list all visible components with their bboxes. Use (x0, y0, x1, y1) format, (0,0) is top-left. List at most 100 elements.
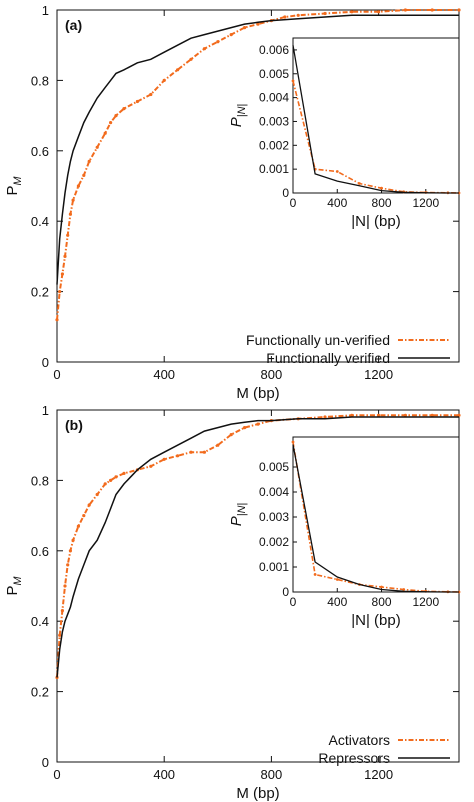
panel-1-label: (a) (65, 17, 82, 33)
panel-2-inset-series-1-point-3 (335, 578, 339, 581)
panel-1-series-1-point-20 (189, 57, 193, 61)
panel-2-inset-ytick-label-3: 0.002 (259, 535, 289, 549)
panel-1-xtick-label-1: 0 (53, 367, 60, 382)
panel-2-series-1-point-8 (76, 524, 80, 528)
panel-1-series-1-point-4 (63, 254, 67, 258)
panel-2-inset-xtick-label-4: 1200 (412, 595, 439, 609)
panel-1-series-1-point-3 (60, 272, 64, 276)
panel-1-legend-label-2: Functionally verified (266, 350, 390, 366)
panel-1-series-1-line (56, 9, 459, 320)
panel-2-ytick-label-1: 0 (42, 755, 49, 770)
panel-1-series-1-point-15 (122, 107, 126, 111)
panel-2-ytick-label-5: 0.8 (31, 473, 49, 488)
panel-1-inset-ytick-label-1: 0 (282, 186, 289, 200)
panel-1-xtick-label-3: 800 (261, 367, 283, 382)
panel-1-ytick-label-1: 0 (42, 355, 49, 370)
panel-2-inset-frame (292, 436, 460, 593)
panel-2-inset-series-1-point-6 (402, 588, 406, 591)
panel-1-series-2-line (56, 14, 459, 285)
panel-2-inset-ytick-label-1: 0 (282, 585, 289, 599)
panel-1-series-1-point-34 (457, 8, 461, 12)
panel-1-series-1-point-17 (149, 92, 153, 97)
panel-1-series-1-point-14 (114, 114, 118, 118)
panel-2-series-1-point-14 (114, 475, 118, 479)
panel-1-inset-xtick-label-4: 1200 (412, 196, 439, 210)
panel-2-series-1-point-30 (377, 413, 381, 417)
panel-1-series-1-point-33 (430, 8, 434, 12)
panel-1-ytick-label-2: 0.2 (31, 285, 49, 300)
panel-2-xtick-label-3: 800 (261, 767, 283, 782)
panel-2-ytick-label-2: 0.2 (31, 685, 49, 700)
panel-1-series-1-point-12 (103, 131, 107, 135)
panel-1-xtick-label-2: 400 (153, 367, 175, 382)
panel-1-series-1-point-5 (66, 233, 70, 237)
panel-2-ytick-label-3: 0.4 (31, 614, 49, 629)
panel-2-y-axis-label: PM (4, 576, 24, 595)
panel-2-xtick-label-1: 0 (53, 767, 60, 782)
panel-2-ytick-label-6: 1 (42, 403, 49, 418)
panel-2-inset: 0 400 800 1200 0 0.001 0.002 0.003 0.004 0.005 |N|… (228, 436, 461, 629)
panel-1-series-1-point-18 (162, 78, 166, 82)
panel-2-label: (b) (65, 417, 83, 433)
panel-1-series-1-point-31 (377, 10, 381, 14)
panel-2-inset-x-axis-label: |N| (bp) (351, 612, 400, 629)
panel-1-inset-ytick-label-5: 0.004 (259, 91, 289, 105)
panel-2-series-1-point-12 (103, 482, 107, 486)
panel-1-series-1-point-9 (82, 173, 86, 177)
panel-1-inset-ytick-label-6: 0.005 (259, 67, 289, 81)
panel-1-series-1-point-7 (71, 198, 75, 202)
panel-2-legend-label-1: Activators (329, 732, 390, 748)
panel-1-ytick-label-3: 0.4 (31, 214, 49, 229)
panel-2-ytick-label-4: 0.6 (31, 544, 49, 559)
panel-1-y-axis-label: PM (4, 176, 24, 195)
panel-1-inset-xtick-label-1: 0 (290, 196, 297, 210)
panel-2-inset-series-2-line (292, 444, 459, 593)
panel-2-series-1-point-3 (60, 609, 64, 613)
panel-1-inset-series-1-point-4 (358, 182, 361, 185)
panel-1-series-1-point-25 (256, 22, 260, 26)
panel-2-inset-ytick-label-2: 0.001 (259, 560, 289, 574)
panel-2-series-1-point-6 (68, 549, 72, 553)
panel-1-inset-y-axis-label: P|N| (228, 104, 248, 127)
panel-1-series-1-point-30 (350, 10, 354, 14)
panel-2-inset-xtick-label-3: 800 (372, 595, 392, 609)
panel-2-series-1-point-28 (323, 415, 327, 419)
panel-2-legend-label-2: Repressors (318, 750, 390, 766)
panel-2-series-1-point-33 (457, 413, 461, 417)
panel-2-x-axis-label: M (bp) (236, 785, 279, 802)
panel-2-series-1-point-20 (189, 450, 193, 454)
panel-2-series-1-point-24 (243, 426, 247, 430)
panel-1-inset: 0 400 800 1200 0 0.001 0.002 0.003 0.004 0.005 0.0… (228, 37, 461, 230)
panel-2-inset-series-1-point-2 (313, 573, 317, 576)
panel-2-series-2-line (56, 416, 459, 678)
panel-2-series-1-point-25 (256, 422, 260, 426)
panel-2-series-1-point-2 (58, 633, 62, 637)
panel-1-series-1-point-23 (229, 33, 233, 37)
panel-1: 0 400 800 1200 0 0.2 0.4 0.6 0.8 1 M (bp) PM (a) 0 400… (4, 3, 461, 402)
panel-2-inset-series-1-point-5 (380, 585, 383, 589)
panel-2-series-1-point-29 (350, 413, 354, 417)
panel-2-series-1-point-13 (109, 478, 113, 482)
panel-1-xtick-label-4: 1200 (364, 367, 393, 382)
panel-1-legend-label-1: Functionally un-verified (246, 332, 390, 348)
panel-1-inset-ytick-label-2: 0.001 (259, 162, 289, 176)
panel-2-series-1-point-21 (202, 450, 206, 454)
panel-1-series-1-point-29 (323, 11, 327, 16)
panel-1-series-1-point-21 (202, 47, 206, 51)
panel-2-inset-ytick-label-6: 0.005 (259, 460, 289, 474)
panel-1-legend: Functionally un-verified Functionally ver… (246, 332, 450, 366)
panel-2-series-1-point-23 (229, 433, 233, 437)
panel-1-series-1-point-6 (68, 212, 72, 216)
panel-2-series-1-point-31 (403, 413, 407, 417)
panel-1-series-1-point-11 (95, 145, 99, 149)
panel-1-series-1-point-32 (403, 8, 407, 12)
panel-1-inset-ytick-label-4: 0.003 (259, 114, 289, 128)
panel-1-inset-x-axis-label: |N| (bp) (351, 213, 400, 230)
panel-1-inset-xtick-label-2: 400 (327, 196, 347, 210)
panel-1-series-1-point-2 (58, 290, 62, 294)
panel-2-series-1-point-4 (63, 584, 67, 588)
panel-1-ytick-label-4: 0.6 (31, 144, 49, 159)
panel-1-inset-xtick-label-3: 800 (372, 196, 392, 210)
panel-2-inset-xtick-label-1: 0 (290, 595, 297, 609)
